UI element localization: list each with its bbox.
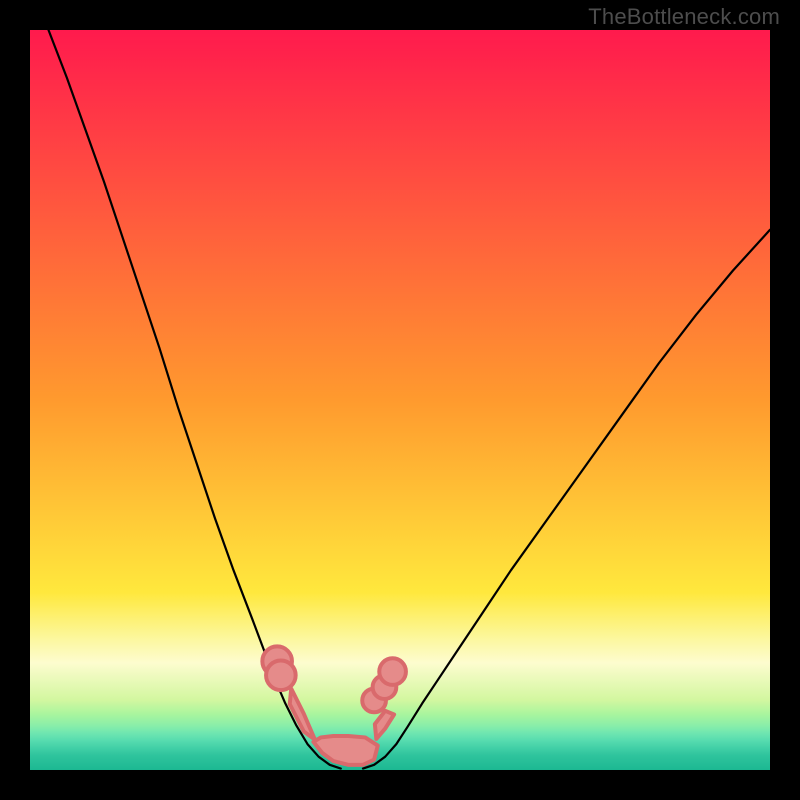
chart-frame: TheBottleneck.com <box>0 0 800 800</box>
marker-lozenge-2 <box>375 711 394 739</box>
marker-lozenge-0 <box>290 689 315 740</box>
marker-circle-1 <box>266 660 296 690</box>
bottleneck-curve-left <box>49 30 341 769</box>
bottleneck-curve-right <box>363 230 770 769</box>
chart-plot-area <box>30 30 770 770</box>
marker-circle-4 <box>379 658 406 685</box>
watermark-text: TheBottleneck.com <box>588 4 780 30</box>
chart-svg-layer <box>30 30 770 770</box>
